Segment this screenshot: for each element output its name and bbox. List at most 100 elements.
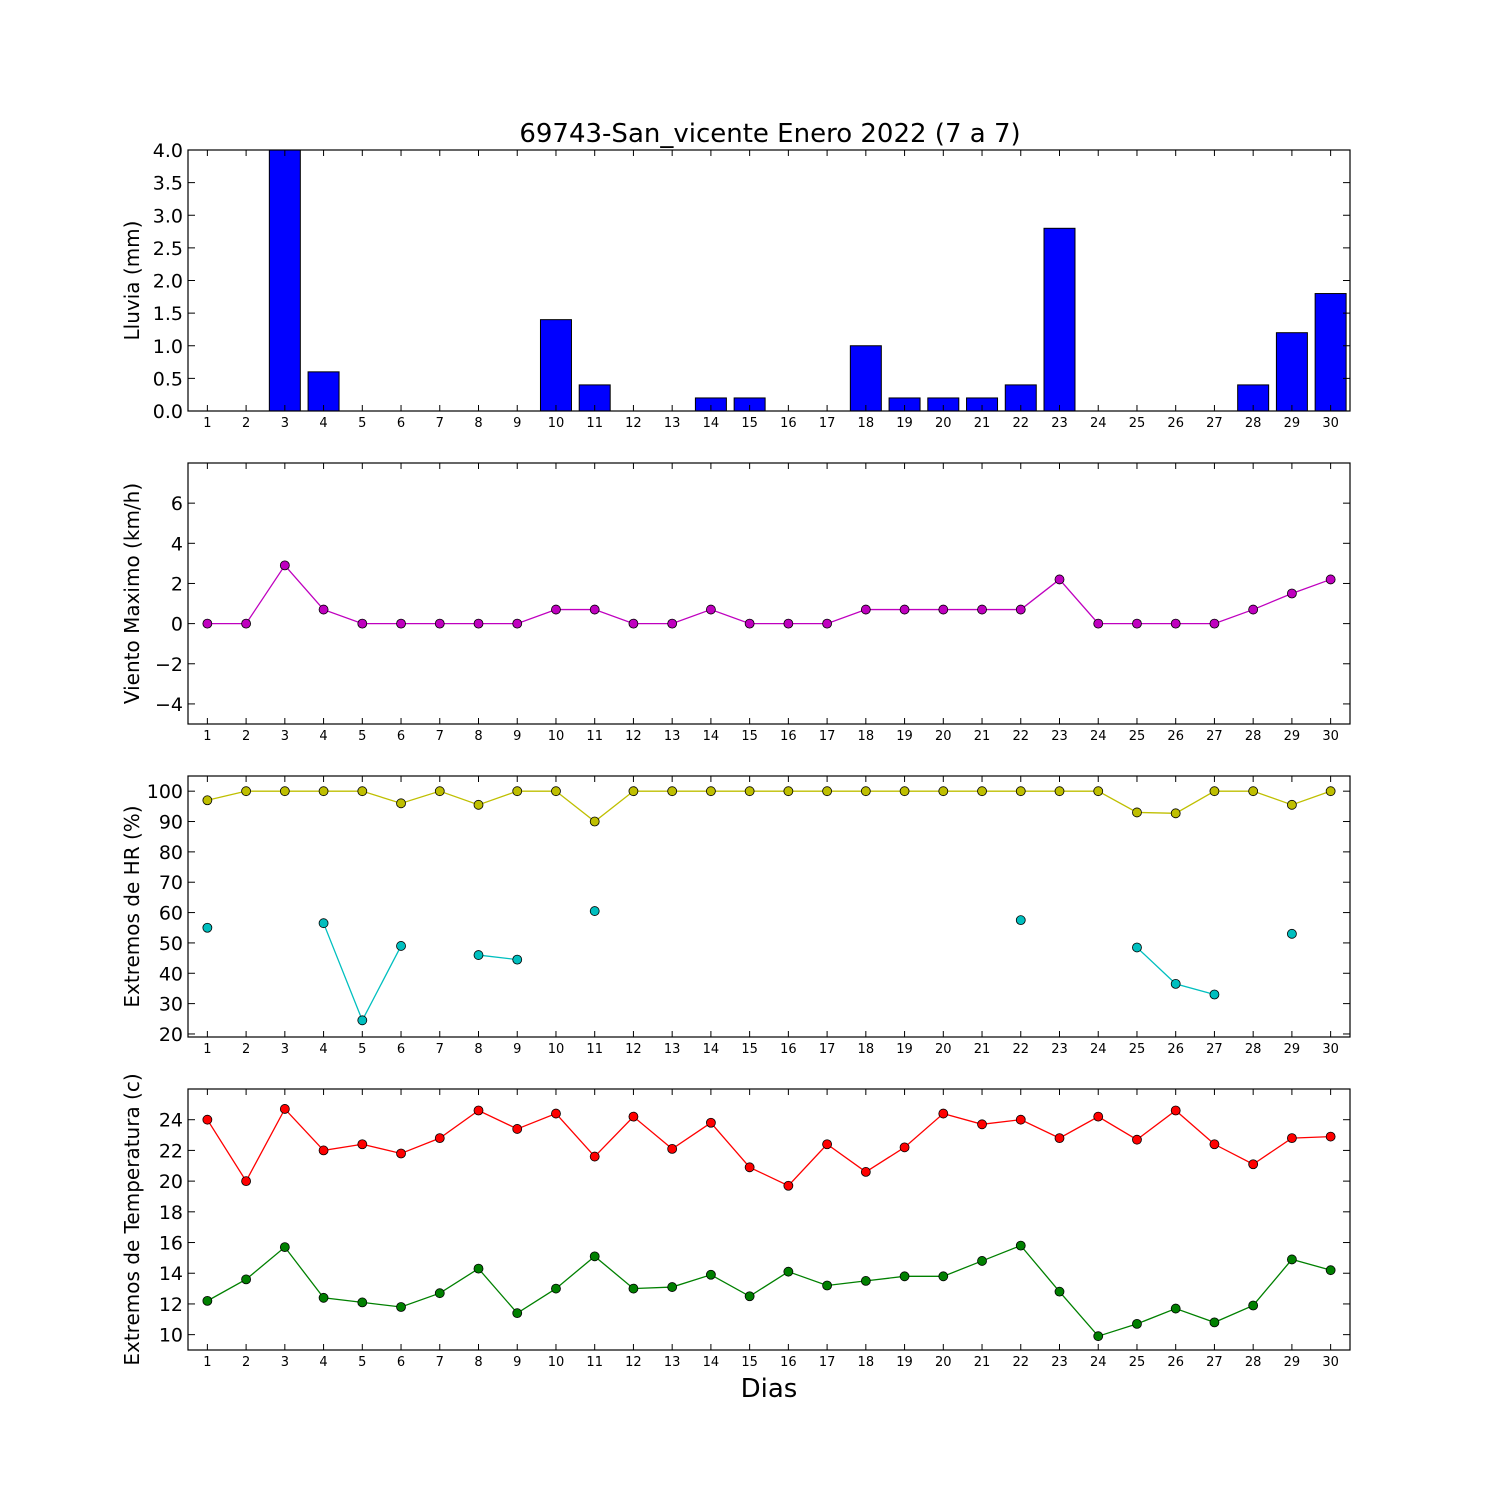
xtick-label: 3 <box>281 1042 289 1057</box>
plot-frame <box>187 462 1351 725</box>
xtick-label: 27 <box>1206 416 1223 431</box>
xtick-label: 13 <box>664 729 681 744</box>
series-1-point-day-25 <box>1132 807 1142 818</box>
series-1-point-day-14 <box>706 1117 716 1128</box>
xtick-label: 23 <box>1051 729 1068 744</box>
xtick-label: 11 <box>586 1042 603 1057</box>
series-1-point-day-15 <box>744 1162 755 1173</box>
series-2-point-day-22 <box>1015 915 1026 926</box>
series-1-point-day-28 <box>1248 604 1259 615</box>
xtick-label: 19 <box>896 1042 913 1057</box>
xtick-label: 19 <box>896 729 913 744</box>
series-1-point-day-16 <box>783 786 794 797</box>
series-2-line <box>322 922 402 1022</box>
series-2-point-day-9 <box>512 1308 523 1319</box>
series-2-point-day-11 <box>589 1251 600 1262</box>
series-2-point-day-29 <box>1287 1254 1297 1265</box>
ytick-label: 50 <box>159 933 183 955</box>
series-1-point-day-8 <box>473 618 484 629</box>
xtick-label: 21 <box>974 1355 991 1370</box>
series-1-point-day-6 <box>396 798 406 809</box>
xtick-label: 2 <box>242 416 250 431</box>
ytick-label: 40 <box>159 963 183 985</box>
bar-day-23 <box>1043 227 1076 412</box>
series-2-point-day-15 <box>744 1291 755 1302</box>
xtick-label: 29 <box>1284 416 1301 431</box>
series-1-point-day-29 <box>1287 588 1297 599</box>
xtick-label: 13 <box>664 1355 681 1370</box>
xtick-label: 18 <box>858 1042 875 1057</box>
xtick-label: 17 <box>819 1355 836 1370</box>
series-1-point-day-13 <box>667 618 678 629</box>
xtick-label: 2 <box>242 729 250 744</box>
xtick-label: 19 <box>896 1355 913 1370</box>
xtick-label: 28 <box>1245 416 1262 431</box>
series-1-point-day-15 <box>744 786 755 797</box>
series-1-point-day-10 <box>551 604 561 615</box>
series-2-point-day-11 <box>589 906 600 916</box>
series-1-point-day-21 <box>977 786 987 797</box>
xtick-label: 15 <box>741 1355 758 1370</box>
series-2-point-day-19 <box>899 1271 910 1282</box>
bar-day-18 <box>849 345 882 412</box>
xtick-label: 7 <box>436 1355 444 1370</box>
series-2-point-day-3 <box>279 1242 290 1253</box>
xtick-label: 8 <box>474 729 482 744</box>
series-1-point-day-9 <box>512 1124 523 1134</box>
series-1-point-day-30 <box>1325 1131 1336 1142</box>
series-1-point-day-16 <box>783 1180 794 1191</box>
xtick-label: 23 <box>1051 416 1068 431</box>
series-1-point-day-4 <box>318 786 329 797</box>
series-2-point-day-27 <box>1209 1317 1220 1328</box>
ytick-label: 2.5 <box>153 238 183 260</box>
xtick-label: 16 <box>780 416 797 431</box>
series-1-point-day-8 <box>473 1105 484 1116</box>
xtick-label: 10 <box>548 1355 565 1370</box>
xtick-label: 21 <box>974 729 991 744</box>
xtick-label: 24 <box>1090 416 1107 431</box>
xtick-label: 6 <box>397 1355 405 1370</box>
bar-day-30 <box>1314 293 1347 412</box>
ytick-label: 0 <box>171 614 183 636</box>
y-axis-label: Viento Maximo (km/h) <box>120 483 144 704</box>
ytick-label: 22 <box>159 1140 183 1162</box>
xtick-label: 28 <box>1245 729 1262 744</box>
series-1-point-day-25 <box>1132 1134 1142 1145</box>
series-1-point-day-3 <box>279 560 290 571</box>
xtick-label: 9 <box>513 1042 521 1057</box>
xtick-label: 29 <box>1284 1355 1301 1370</box>
ytick-label: 16 <box>159 1233 183 1255</box>
xtick-label: 8 <box>474 416 482 431</box>
series-1-point-day-7 <box>434 1133 445 1144</box>
series-1-point-day-23 <box>1054 786 1065 797</box>
series-2-point-day-1 <box>202 922 213 933</box>
series-1-point-day-14 <box>706 786 716 797</box>
xtick-label: 26 <box>1167 416 1184 431</box>
xtick-label: 30 <box>1322 729 1339 744</box>
xtick-label: 20 <box>935 1042 952 1057</box>
series-1-point-day-12 <box>628 786 639 797</box>
xtick-label: 27 <box>1206 729 1223 744</box>
ytick-label: 1.0 <box>153 336 183 358</box>
series-2-point-day-27 <box>1209 989 1220 1000</box>
series-1-point-day-13 <box>667 786 678 797</box>
series-2-point-day-16 <box>783 1266 794 1277</box>
xtick-label: 25 <box>1129 729 1146 744</box>
ytick-label: 90 <box>159 812 183 834</box>
series-1-point-day-26 <box>1170 808 1181 819</box>
ytick-label: 3.0 <box>153 205 183 227</box>
series-2-point-day-20 <box>938 1271 949 1282</box>
series-1-point-day-19 <box>899 1142 910 1153</box>
series-1-point-day-21 <box>977 1119 987 1130</box>
series-2-point-day-7 <box>434 1288 445 1299</box>
series-2-point-day-9 <box>512 954 523 965</box>
series-2-point-day-6 <box>396 941 406 951</box>
xtick-label: 3 <box>281 1355 289 1370</box>
ytick-label: 18 <box>159 1202 183 1224</box>
xtick-label: 1 <box>203 1355 211 1370</box>
xtick-label: 5 <box>358 1355 366 1370</box>
xtick-label: 26 <box>1167 729 1184 744</box>
xtick-label: 11 <box>586 729 603 744</box>
xtick-label: 10 <box>548 1042 565 1057</box>
series-1-point-day-20 <box>938 786 949 797</box>
